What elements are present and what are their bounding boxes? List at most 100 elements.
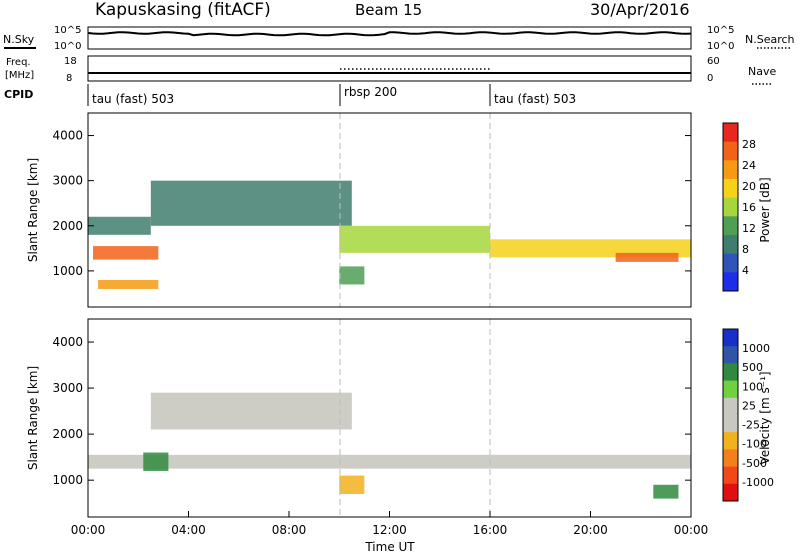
- power-ytick-label-2: 3000: [52, 174, 83, 188]
- velocity-colorbar-cell-4: [723, 397, 738, 416]
- velocity-colorbar-cell-9: [723, 483, 738, 502]
- power-region-7: [615, 252, 679, 262]
- power-colorbar-tick-3: 16: [742, 201, 756, 214]
- freq-label: Freq.: [6, 57, 31, 68]
- power-colorbar-cell-7: [723, 253, 738, 273]
- velocity-colorbar-tick-3: 25: [742, 399, 756, 412]
- nsky-tick-bottom: 10^0: [54, 41, 81, 52]
- velocity-region-2: [339, 475, 365, 494]
- power-colorbar: 28 24 20 16 12 8 4: [722, 122, 756, 292]
- velocity-ylabel: Slant Range [km]: [26, 366, 40, 470]
- velocity-region-3: [143, 452, 169, 471]
- power-colorbar-frame: [722, 122, 739, 292]
- beam-title: Beam 15: [355, 1, 422, 19]
- power-region-2: [88, 216, 151, 235]
- nsky-label: N.Sky: [3, 33, 35, 46]
- cpid-label: CPID: [4, 88, 33, 101]
- power-colorbar-cell-3: [723, 179, 738, 199]
- cpid-row: CPID tau (fast) 503 rbsp 200 tau (fast) …: [4, 84, 576, 106]
- velocity-region-4: [653, 484, 679, 499]
- power-panel: 1000 2000 3000 4000 Slant Range [km] 28 24 20…: [26, 112, 772, 308]
- power-ylabel: Slant Range [km]: [26, 158, 40, 262]
- power-colorbar-tick-2: 20: [742, 180, 756, 193]
- power-ytick-label-1: 2000: [52, 219, 83, 233]
- velocity-colorbar-frame: [722, 328, 739, 502]
- velocity-xtick-label-4: 16:00: [473, 523, 508, 537]
- velocity-colorbar-tick-4: -25: [742, 419, 760, 432]
- velocity-xtick-label-2: 08:00: [272, 523, 307, 537]
- velocity-colorbar-cell-2: [723, 363, 738, 382]
- freq-strip: Freq. [MHz] 18 8 60 0 Nave: [5, 55, 776, 85]
- velocity-region-0: [88, 454, 691, 469]
- power-colorbar-cell-1: [723, 141, 738, 161]
- nsearch-tick-bottom: 10^0: [707, 41, 734, 52]
- velocity-colorbar-cell-8: [723, 466, 738, 485]
- power-colorbar-cell-6: [723, 235, 738, 255]
- velocity-ytick-label-3: 4000: [52, 335, 83, 349]
- freq-tick-bottom: 8: [66, 73, 72, 84]
- power-regions: [88, 180, 691, 289]
- nsky-trace: [87, 31, 692, 37]
- power-colorbar-tick-1: 24: [742, 159, 756, 172]
- velocity-colorbar-tick-2: 100: [742, 380, 763, 393]
- velocity-xticks: 00:00 04:00 08:00 12:00 16:00 20:00 00:00: [71, 511, 709, 537]
- velocity-colorbar-tick-5: -100: [742, 438, 767, 451]
- power-frame: [87, 112, 692, 308]
- power-yticks: 1000 2000 3000 4000: [52, 129, 691, 278]
- nsky-frame: [87, 26, 692, 50]
- velocity-colorbar-cell-0: [723, 329, 738, 347]
- power-colorbar-cell-4: [723, 197, 738, 217]
- power-region-4: [339, 225, 490, 253]
- velocity-colorbar-tick-7: -1000: [742, 476, 774, 489]
- velocity-xtick-label-6: 00:00: [674, 523, 709, 537]
- nave-tick-bottom: 0: [707, 73, 713, 84]
- velocity-colorbar-cell-5: [723, 415, 738, 433]
- freq-tick-top: 18: [64, 56, 77, 67]
- velocity-xlabel: Time UT: [364, 540, 415, 554]
- power-region-1: [98, 279, 159, 289]
- power-colorbar-tick-4: 12: [742, 222, 756, 235]
- velocity-xtick-label-5: 20:00: [573, 523, 608, 537]
- velocity-colorbar-label: Velocity [m s⁻¹]: [758, 371, 772, 464]
- velocity-colorbar-tick-6: -500: [742, 457, 767, 470]
- power-ytick-label-0: 1000: [52, 264, 83, 278]
- power-region-5: [339, 266, 365, 285]
- velocity-panel: 1000 2000 3000 4000 00:00 04:00 08:00 12:00 16:…: [26, 318, 774, 554]
- power-colorbar-tick-5: 8: [742, 243, 749, 256]
- power-colorbar-cell-0: [723, 123, 738, 143]
- power-region-0: [93, 246, 159, 260]
- nsearch-label: N.Search: [745, 33, 795, 46]
- power-region-3: [150, 180, 352, 226]
- nsky-tick-top: 10^5: [54, 25, 81, 36]
- power-colorbar-label: Power [dB]: [758, 177, 772, 242]
- cpid-segment-3: tau (fast) 503: [494, 92, 576, 106]
- freq-unit: [MHz]: [5, 70, 34, 81]
- power-colorbar-tick-6: 4: [742, 264, 749, 277]
- velocity-ytick-label-0: 1000: [52, 473, 83, 487]
- nsky-strip: N.Sky 10^5 10^0 10^5 10^0 N.Search: [3, 25, 795, 52]
- velocity-xtick-label-0: 00:00: [71, 523, 106, 537]
- power-colorbar-cell-5: [723, 216, 738, 236]
- velocity-region-1: [150, 392, 352, 430]
- velocity-xtick-label-1: 04:00: [171, 523, 206, 537]
- velocity-ytick-label-1: 2000: [52, 427, 83, 441]
- nave-label: Nave: [748, 65, 776, 78]
- velocity-colorbar-tick-1: 500: [742, 361, 763, 374]
- nave-tick-top: 60: [707, 56, 720, 67]
- date-title: 30/Apr/2016: [590, 0, 690, 19]
- velocity-colorbar-cell-3: [723, 380, 738, 399]
- power-colorbar-cell-8: [723, 272, 738, 292]
- velocity-colorbar: 1000 500 100 25 -25 -100 -500 -1000: [722, 328, 774, 502]
- velocity-colorbar-tick-0: 1000: [742, 342, 770, 355]
- power-colorbar-tick-0: 28: [742, 138, 756, 151]
- velocity-regions: [88, 392, 691, 499]
- station-title: Kapuskasing (fitACF): [95, 0, 271, 20]
- velocity-yticks: 1000 2000 3000 4000: [52, 335, 691, 487]
- nsearch-tick-top: 10^5: [707, 25, 734, 36]
- cpid-segment-1: tau (fast) 503: [92, 92, 174, 106]
- velocity-colorbar-cell-6: [723, 432, 738, 450]
- freq-frame: [87, 55, 692, 82]
- velocity-colorbar-cell-1: [723, 346, 738, 364]
- velocity-xtick-label-3: 12:00: [372, 523, 407, 537]
